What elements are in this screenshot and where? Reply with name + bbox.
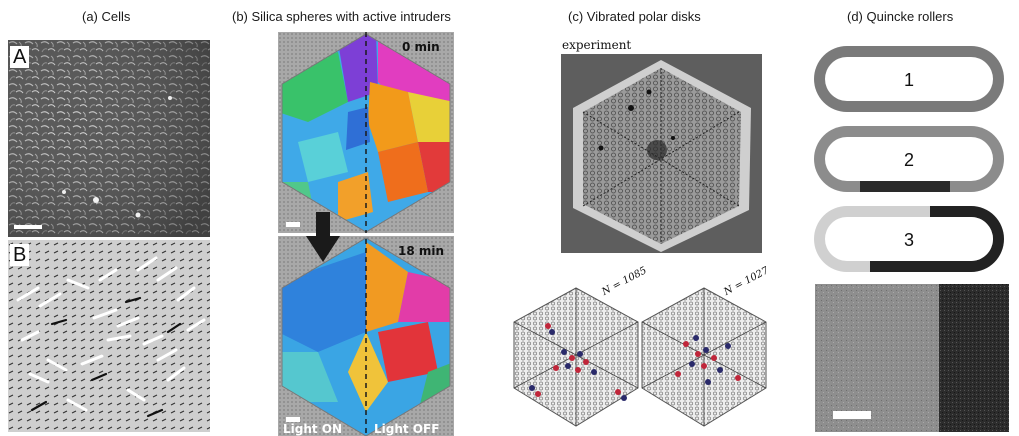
quincke-band-image [815, 284, 1009, 432]
cells-micrograph-a [8, 40, 210, 237]
cells-velocity-field-b [8, 240, 210, 432]
panel-c-caption: (c) Vibrated polar disks [568, 9, 701, 24]
panel-a-caption: (a) Cells [82, 9, 131, 24]
simulation-snapshots: N = 1085 N = 1027 [508, 266, 776, 432]
silica-spheres-panel: 0 min 18 min Light ON Light OFF [278, 32, 454, 436]
cells-panel: A [8, 40, 210, 432]
light-on-label: Light ON [283, 422, 343, 436]
experiment-photo: experiment [561, 38, 762, 253]
panel-label-a: A [10, 46, 30, 68]
scale-bar [286, 417, 300, 422]
light-off-label: Light OFF [374, 422, 440, 436]
time-label-top: 0 min [402, 40, 440, 54]
track-label-3: 3 [904, 230, 915, 250]
quincke-tracks: 1 2 3 [810, 42, 1010, 282]
panel-label-b: B [10, 244, 30, 266]
panel-b-caption: (b) Silica spheres with active intruders [232, 9, 451, 24]
scale-bar [833, 411, 871, 419]
track-label-1: 1 [904, 70, 915, 90]
experiment-label: experiment [562, 38, 632, 52]
scale-bar [286, 222, 300, 227]
time-label-bottom: 18 min [398, 244, 445, 258]
down-arrow-icon [306, 212, 340, 262]
panel-d-caption: (d) Quincke rollers [847, 9, 954, 24]
scale-bar [14, 225, 42, 229]
track-label-2: 2 [904, 150, 915, 170]
